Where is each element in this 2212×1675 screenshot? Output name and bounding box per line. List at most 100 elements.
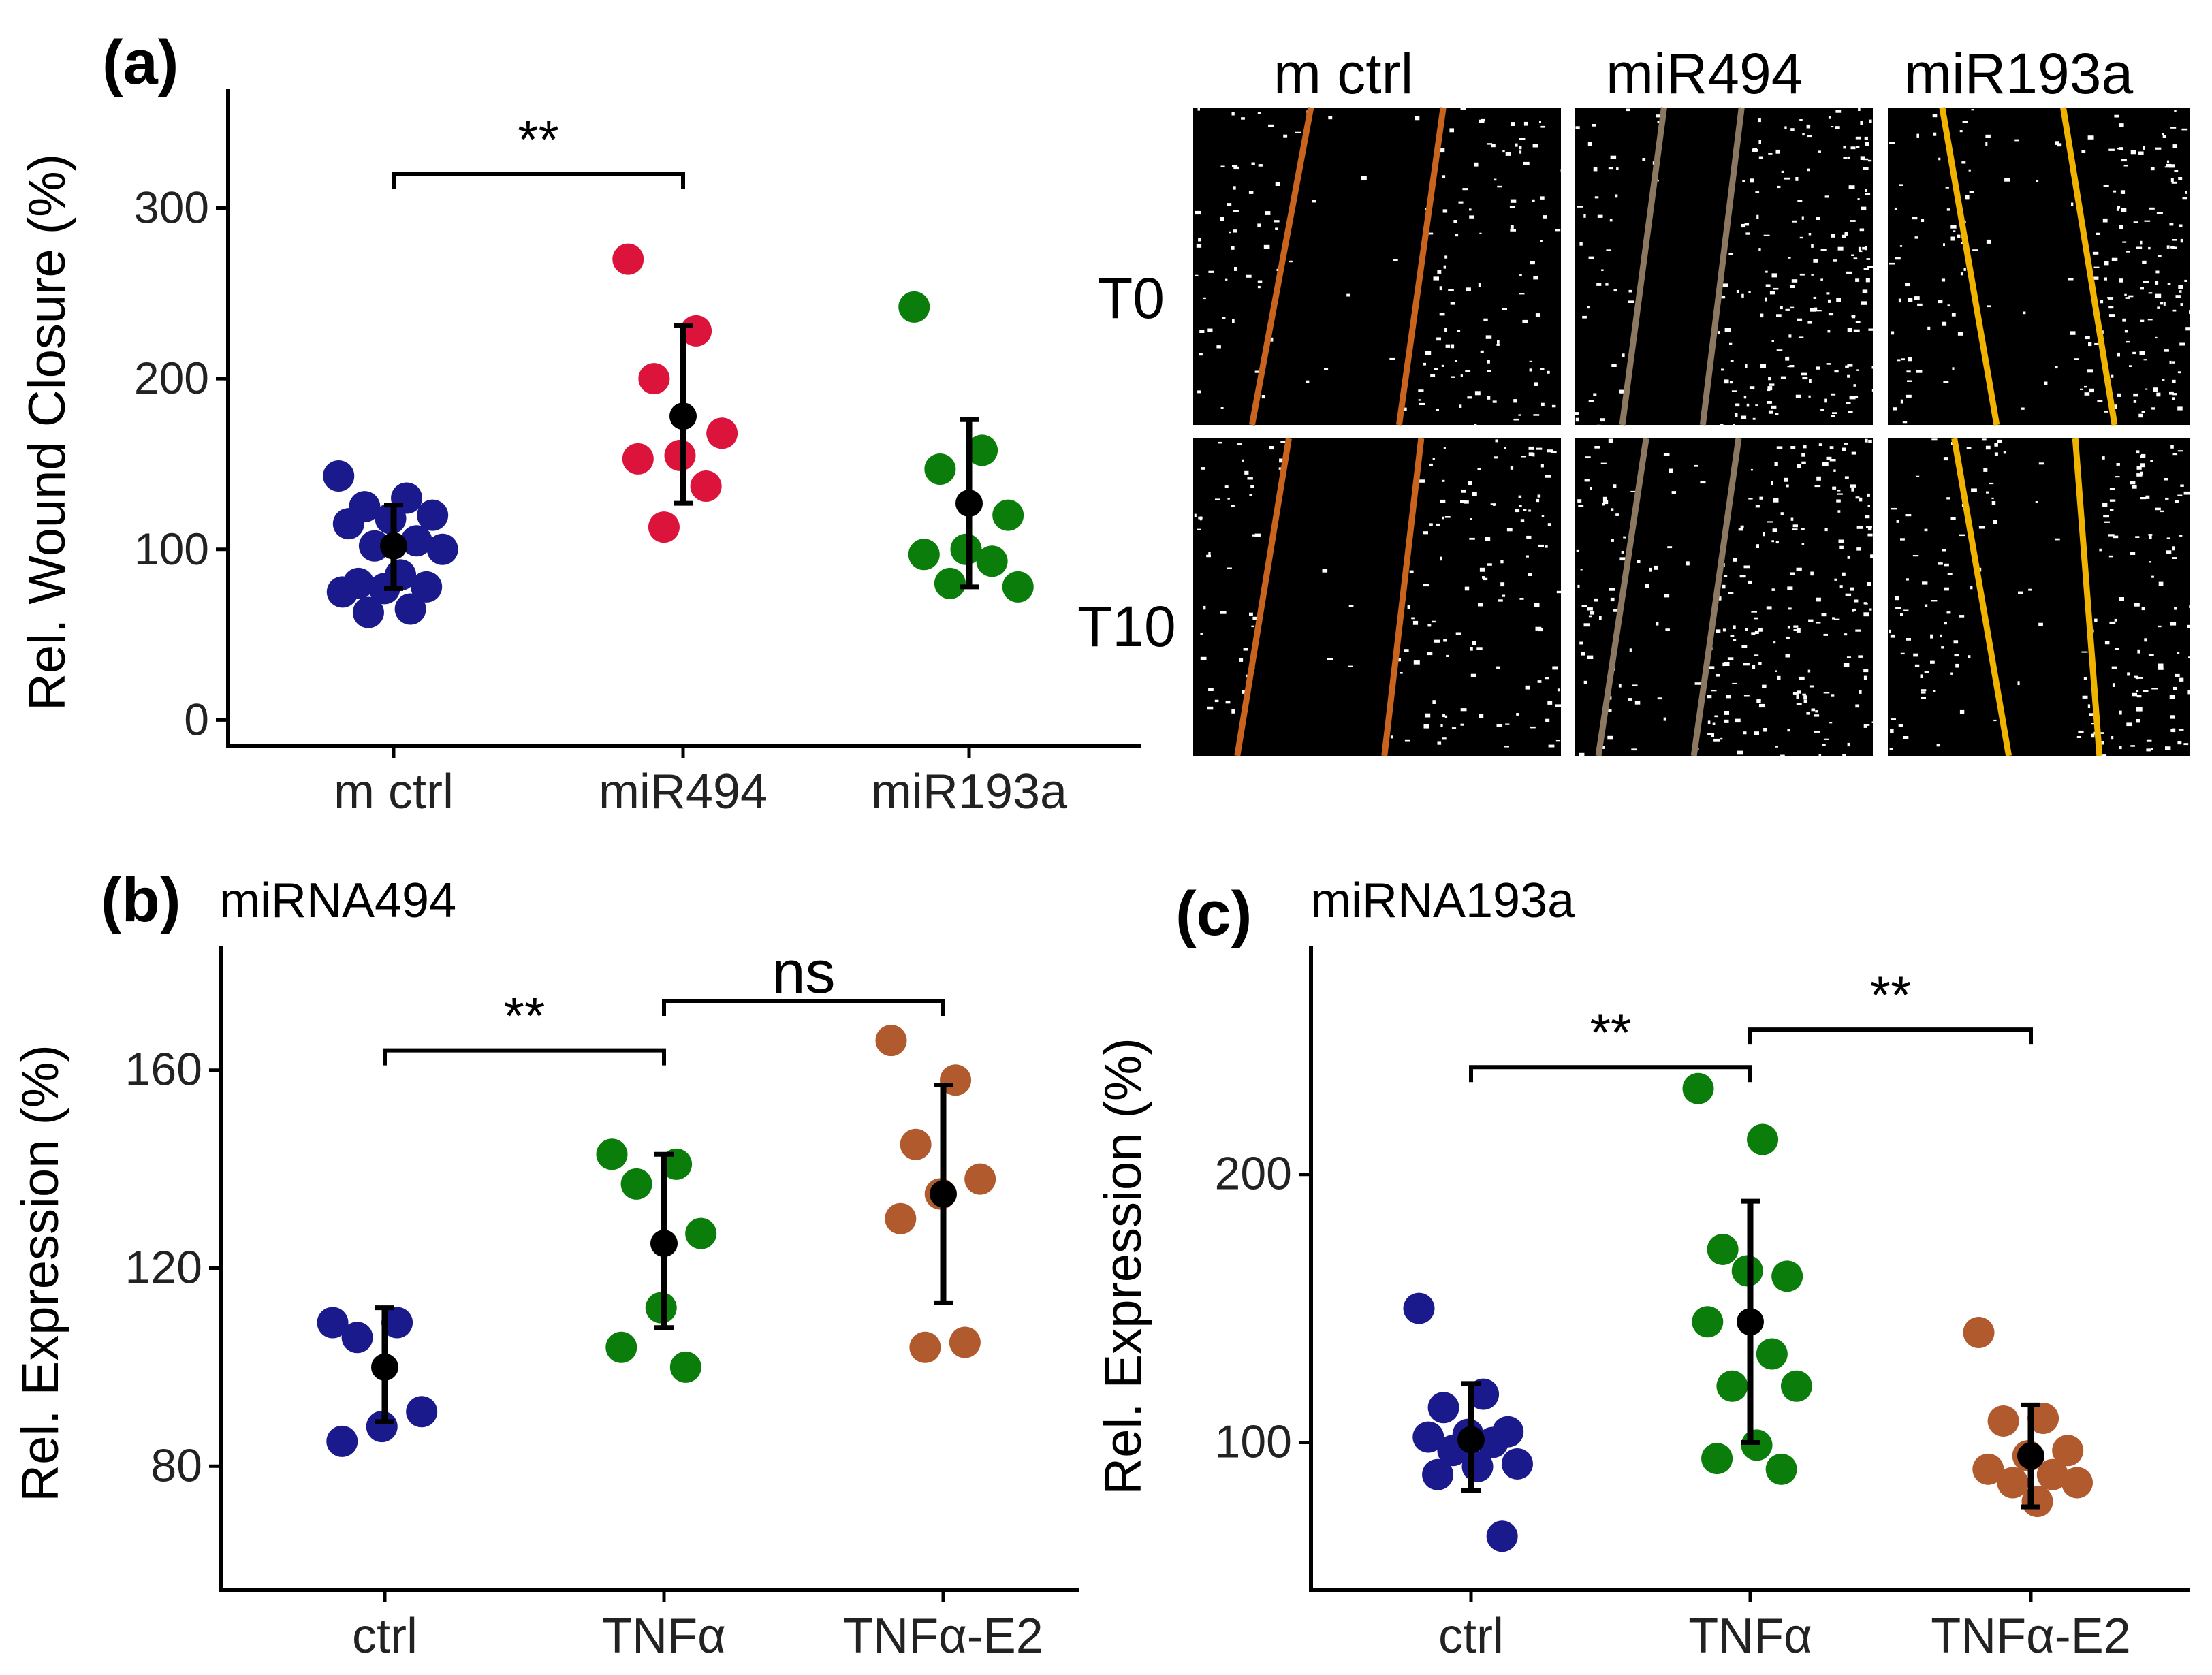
speckle (1943, 457, 1948, 461)
speckle (1478, 603, 1483, 607)
speckle (2119, 746, 2122, 750)
speckle (2138, 677, 2143, 679)
speckle (2114, 114, 2119, 118)
speckle (1775, 670, 1778, 672)
speckle (1787, 626, 1790, 629)
speckle (1519, 138, 1526, 140)
speckle (1970, 586, 1973, 590)
speckle (1795, 177, 1799, 181)
speckle (1423, 584, 1429, 587)
speckle (1786, 484, 1789, 488)
data-point (1692, 1306, 1724, 1338)
speckle (1587, 306, 1590, 309)
speckle (1816, 622, 1821, 624)
speckle (2164, 349, 2169, 352)
speckle (1506, 528, 1513, 532)
speckle (2164, 478, 2168, 481)
speckle (1482, 576, 1485, 579)
speckle (1898, 298, 1901, 303)
speckle (2177, 450, 2183, 452)
speckle (2166, 537, 2170, 539)
speckle (2187, 624, 2192, 628)
speckle (1579, 752, 1585, 757)
speckle (1466, 287, 1471, 291)
speckle (1863, 669, 1869, 673)
speckle (2139, 351, 2145, 355)
micrograph-tile (1889, 107, 2196, 426)
data-point (976, 545, 1008, 577)
speckle (1218, 441, 1222, 444)
speckle (2091, 733, 2095, 738)
speckle (1479, 714, 1484, 718)
speckle (2103, 515, 2109, 518)
speckle (2160, 302, 2164, 305)
speckle (2175, 295, 2181, 298)
speckle (1460, 108, 1466, 110)
speckle (1536, 498, 1540, 502)
speckle (1801, 461, 1806, 464)
data-point (900, 1128, 932, 1160)
speckle (1504, 746, 1509, 748)
speckle (1526, 535, 1532, 539)
data-point (620, 1168, 652, 1200)
speckle (1755, 191, 1760, 193)
speckle (1528, 573, 1532, 576)
speckle (1231, 505, 1235, 507)
speckle (1200, 656, 1207, 660)
speckle (1474, 391, 1481, 396)
speckle (1532, 199, 1535, 202)
speckle (1837, 246, 1844, 251)
speckle (1656, 114, 1662, 118)
speckle (1523, 161, 1530, 165)
speckle (1663, 453, 1670, 456)
speckle (1592, 124, 1596, 127)
speckle (2055, 538, 2060, 541)
speckle (2145, 495, 2150, 499)
speckle (1523, 121, 1528, 126)
speckle (1540, 368, 1545, 370)
speckle (1959, 130, 1963, 133)
speckle (2102, 456, 2105, 460)
speckle (1481, 118, 1485, 121)
speckle (1871, 721, 1875, 723)
speckle (1767, 401, 1772, 404)
speckle (1511, 122, 1515, 126)
speckle (2177, 371, 2181, 374)
speckle (1834, 370, 1839, 373)
speckle (1628, 300, 1634, 303)
speckle (1957, 332, 1963, 336)
data-point (885, 1202, 917, 1234)
speckle (1752, 665, 1756, 669)
speckle (2121, 208, 2127, 212)
speckle (2162, 379, 2165, 381)
speckle (1523, 509, 1527, 511)
speckle (2110, 509, 2114, 511)
speckle (1756, 699, 1761, 703)
speckle (2175, 500, 2179, 503)
speckle (2158, 625, 2162, 628)
speckle (1496, 344, 1500, 346)
speckle (1197, 390, 1201, 394)
speckle (1906, 578, 1909, 581)
speckle (1411, 617, 1415, 620)
speckle (1891, 331, 1895, 335)
speckle (1460, 500, 1466, 503)
speckle (1494, 178, 1497, 181)
mean-point (930, 1180, 957, 1208)
speckle (1863, 612, 1869, 617)
speckle (1867, 526, 1872, 531)
speckle (1733, 625, 1736, 629)
speckle (1611, 364, 1617, 367)
speckle (1667, 546, 1673, 549)
speckle (2102, 502, 2108, 507)
data-point (992, 499, 1024, 531)
speckle (1626, 108, 1630, 112)
speckle (1727, 657, 1734, 660)
speckle (1418, 399, 1421, 401)
speckle (1233, 210, 1239, 212)
speckle (1848, 156, 1850, 159)
speckle (1796, 628, 1801, 633)
speckle (1540, 464, 1544, 468)
speckle (2158, 663, 2164, 668)
speckle (1858, 246, 1862, 251)
